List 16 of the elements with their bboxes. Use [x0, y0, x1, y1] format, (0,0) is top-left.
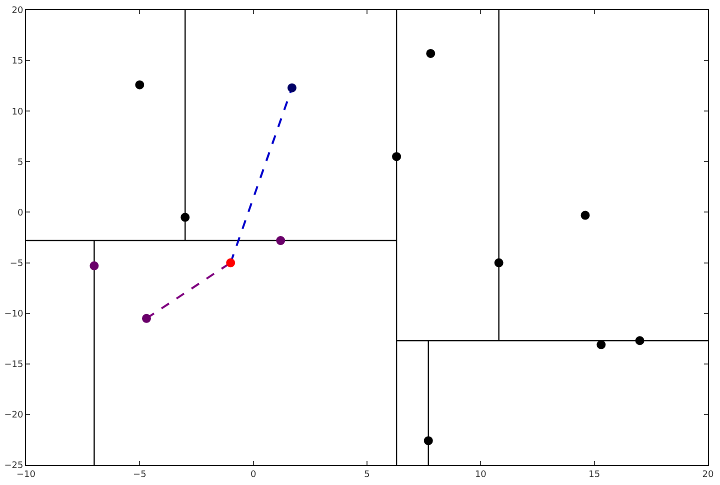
x-tick-label: 15 — [588, 470, 600, 480]
x-tick-label: 5 — [364, 470, 370, 480]
y-tick-label: 20 — [12, 6, 24, 16]
x-tick-label: −5 — [133, 470, 146, 480]
y-tick-label: 0 — [17, 208, 24, 218]
x-tick-label: 20 — [702, 470, 714, 480]
y-tick-label: −15 — [4, 360, 24, 370]
x-tick-label: 0 — [250, 470, 256, 480]
y-tick-label: 10 — [12, 107, 24, 118]
y-tick-label: −10 — [4, 309, 24, 320]
x-tick-label: 10 — [474, 470, 487, 480]
y-tick-label: −5 — [10, 258, 24, 269]
y-tick-label: 5 — [17, 158, 24, 168]
y-tick-label: −20 — [4, 410, 24, 421]
y-tick-label: −25 — [4, 461, 24, 472]
y-tick-label: 15 — [12, 56, 24, 67]
